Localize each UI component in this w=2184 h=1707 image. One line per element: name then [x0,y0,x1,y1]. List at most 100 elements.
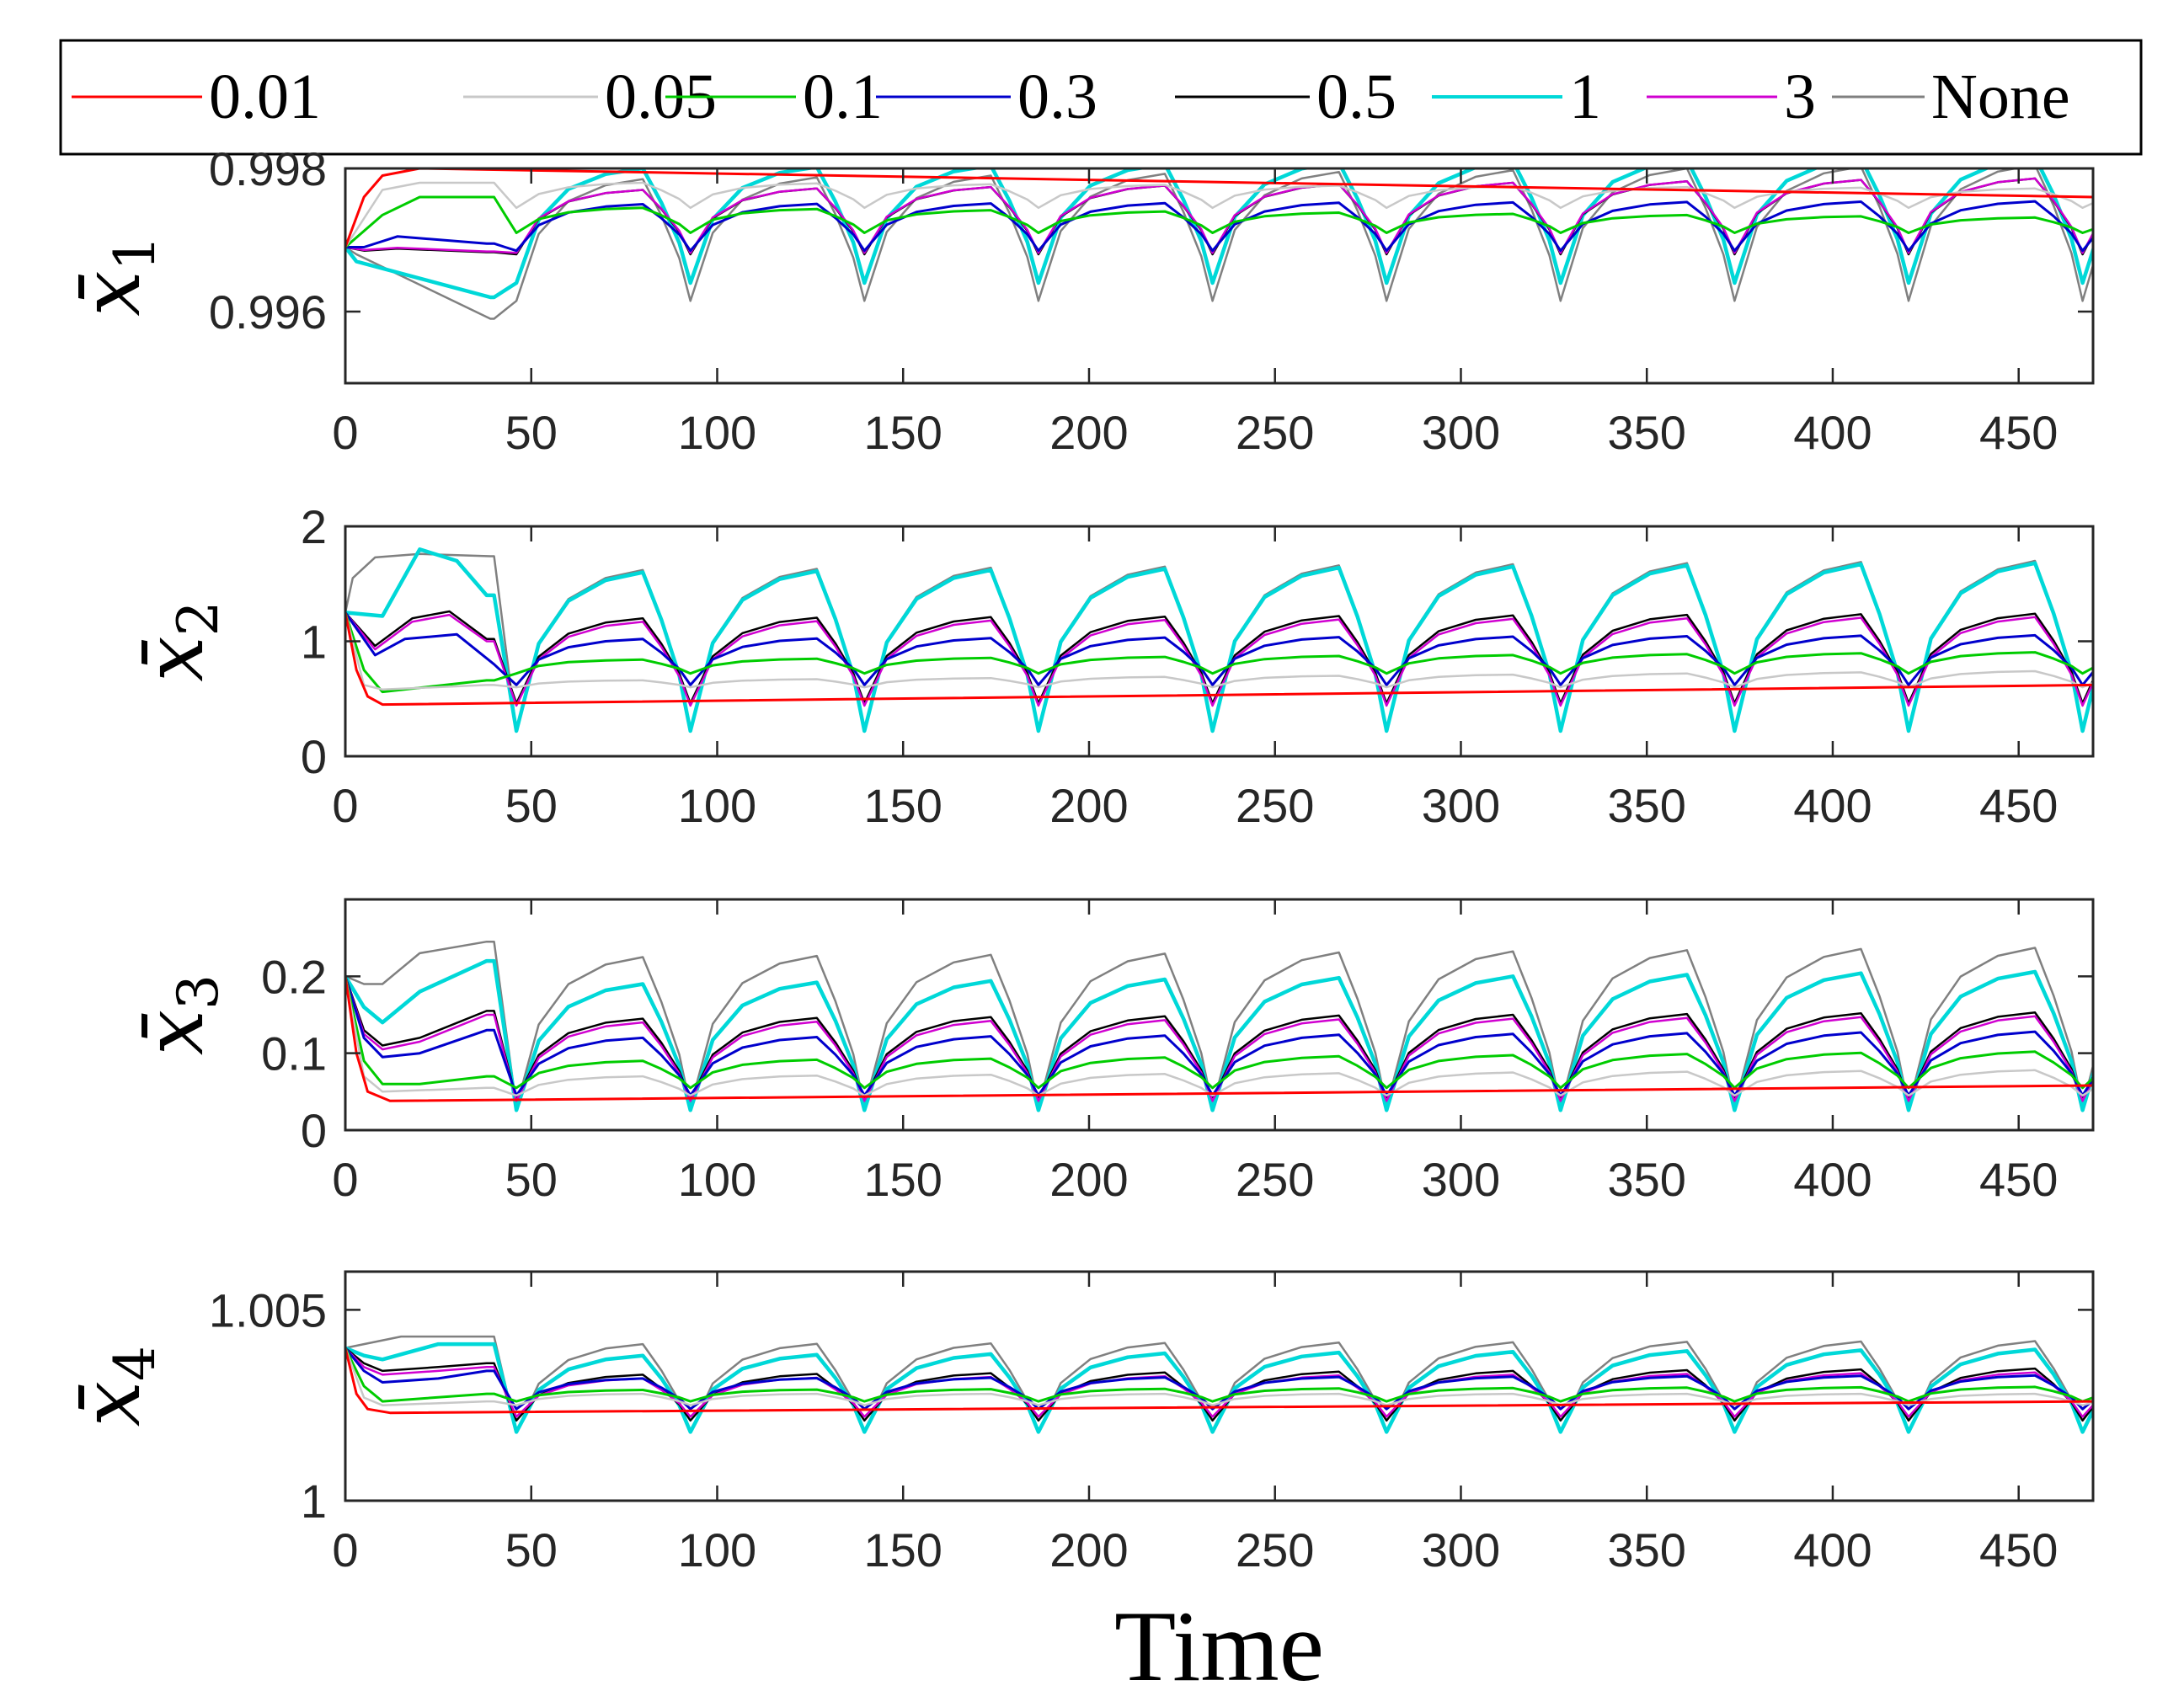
x-tick-label: 250 [1236,779,1314,832]
series-0_5-line [345,975,2093,1101]
x-tick-label: 300 [1422,1523,1500,1576]
x-tick-label: 200 [1049,779,1128,832]
series-1-line [345,958,2093,1112]
y-axis-label-subscript: 2 [166,600,231,636]
y-axis-label-subscript: 1 [103,235,168,270]
series-0_01-line [345,168,2093,248]
x-tick-label: 0 [332,1153,358,1206]
x-tick-label: 50 [505,406,558,459]
series-3-line [345,177,2093,254]
legend-label-None: None [1931,61,2070,132]
x-tick-label: 400 [1793,1523,1872,1576]
series-group [345,940,2093,1112]
x-tick-label: 450 [1979,779,2058,832]
x-tick-label: 350 [1607,1153,1685,1206]
subplot-1: 0 50 100 150 200 250 300 350 400 450 0.996 0.998 x̄1 [64,142,2095,459]
y-tick-label: 0 [301,730,327,783]
series-group [345,1335,2093,1434]
x-tick-label: 250 [1236,1523,1314,1576]
series-0_5-line [345,177,2093,256]
x-tick-label: 300 [1422,779,1500,832]
legend-label-0.01: 0.01 [209,61,321,132]
y-axis-label-main: x̄ [127,636,222,681]
series-group [345,547,2093,733]
y-axis-label: x̄4 [64,1346,168,1427]
x-tick-label: 450 [1979,1153,2058,1206]
y-tick-label: 1.005 [209,1283,327,1336]
x-axis-title: Time [1114,1590,1324,1702]
series-3-line [345,611,2093,707]
axes-box [344,167,2095,385]
legend-label-0.3: 0.3 [1017,61,1097,132]
series-0_1-line [345,195,2093,248]
y-axis-label-main: x̄ [127,1010,222,1055]
y-tick-label: 2 [301,500,327,553]
y-tick-label: 0.998 [209,142,327,195]
y-tick-label: 1 [301,1475,327,1528]
series-0_1-line [345,975,2093,1090]
x-tick-label: 50 [505,1523,558,1576]
y-axis-label-main: x̄ [64,270,158,316]
x-tick-label: 450 [1979,1523,2058,1576]
x-tick-label: 100 [678,1153,756,1206]
subplot-3: 0 50 100 150 200 250 300 350 400 450 0 0.1 0.2 x̄3 [127,898,2095,1206]
x-tick-label: 0 [332,779,358,832]
series-group [345,168,2093,320]
y-axis-label: x̄3 [127,974,231,1055]
axes-box [344,898,2095,1132]
x-tick-label: 450 [1979,406,2058,459]
series-0_05-line [345,1347,2093,1406]
legend-box [59,39,2143,156]
series-1-line [345,168,2093,300]
y-axis-label: x̄1 [64,235,168,316]
legend-label-3: 3 [1784,61,1816,132]
series-0_01-line [345,612,2093,707]
y-axis-label-subscript: 3 [166,974,231,1010]
y-tick-label: 1 [301,616,327,669]
x-tick-label: 50 [505,1153,558,1206]
series-0_01-line [345,1347,2093,1415]
x-tick-label: 200 [1049,406,1128,459]
x-tick-label: 250 [1236,406,1314,459]
y-axis-label-subscript: 4 [103,1346,168,1381]
y-tick-label: 0 [301,1104,327,1157]
series-0_3-line [345,975,2093,1097]
series-0_05-line [345,612,2093,691]
series-0_05-line [345,976,2093,1097]
x-tick-label: 250 [1236,1153,1314,1206]
legend-label-0.5: 0.5 [1316,61,1396,132]
series-0_01-line [345,976,2093,1102]
legend: 0.01 0.05 0.1 0.3 0.5 1 3 None [59,39,2143,156]
y-tick-label: 0.1 [261,1027,327,1080]
series-0_1-line [345,611,2093,694]
x-tick-label: 200 [1049,1523,1128,1576]
legend-label-0.1: 0.1 [803,61,883,132]
y-axis-label: x̄2 [127,600,231,681]
axes-box [344,1270,2095,1502]
x-tick-label: 400 [1793,1153,1872,1206]
legend-label-1: 1 [1569,61,1601,132]
y-tick-label: 0.2 [261,950,327,1003]
x-tick-label: 200 [1049,1153,1128,1206]
x-tick-label: 100 [678,1523,756,1576]
x-tick-label: 400 [1793,406,1872,459]
x-tick-label: 350 [1607,1523,1685,1576]
x-tick-label: 100 [678,406,756,459]
subplot-4: 0 50 100 150 200 250 300 350 400 450 1 1.005 x̄4 [64,1270,2095,1576]
x-tick-label: 150 [864,406,942,459]
x-tick-label: 50 [505,779,558,832]
y-axis-label-main: x̄ [64,1381,158,1427]
y-tick-label: 0.996 [209,285,327,339]
x-tick-label: 150 [864,779,942,832]
x-tick-label: 0 [332,1523,358,1576]
x-tick-label: 300 [1422,406,1500,459]
x-tick-label: 0 [332,406,358,459]
x-tick-label: 350 [1607,406,1685,459]
x-tick-label: 350 [1607,779,1685,832]
x-tick-label: 150 [864,1523,942,1576]
x-tick-label: 400 [1793,779,1872,832]
x-tick-label: 100 [678,779,756,832]
